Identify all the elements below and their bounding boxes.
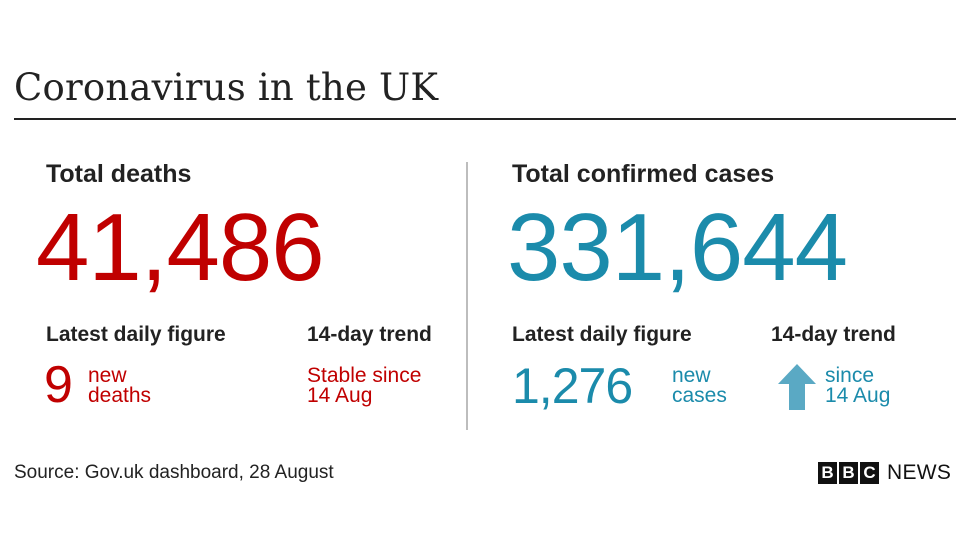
panel-divider [466, 162, 468, 430]
deaths-latest-unit: new deaths [88, 364, 152, 407]
deaths-latest-value: 9 [44, 356, 73, 414]
cases-trend-label: 14-day trend [771, 323, 896, 346]
cases-latest-unit-line1: new [672, 364, 711, 387]
deaths-latest-unit-line1: new [88, 364, 127, 387]
deaths-trend-line2: 14 Aug [307, 384, 373, 407]
deaths-trend-label: 14-day trend [307, 323, 432, 346]
total-deaths-value: 41,486 [36, 194, 325, 301]
arrow-up-icon [778, 364, 816, 410]
deaths-latest-label: Latest daily figure [46, 323, 226, 346]
bbc-logo-letter-b2: B [839, 462, 858, 484]
cases-latest-label: Latest daily figure [512, 323, 692, 346]
graphic-title: Coronavirus in the UK [14, 66, 439, 109]
bbc-logo-letter-b1: B [818, 462, 837, 484]
total-cases-value: 331,644 [507, 194, 848, 301]
bbc-news-logo: B B C NEWS [818, 461, 951, 485]
deaths-latest-unit-line2: deaths [88, 384, 152, 407]
deaths-trend-line1: Stable since [307, 364, 422, 387]
cases-label: Total confirmed cases [512, 160, 775, 188]
bbc-news-wordmark: NEWS [887, 461, 952, 484]
bbc-logo-letter-c: C [860, 462, 879, 484]
cases-trend-line2: 14 Aug [825, 384, 891, 407]
cases-latest-unit-line2: cases [672, 384, 727, 407]
cases-trend-line1: since [825, 364, 875, 387]
source-note: Source: Gov.uk dashboard, 28 August [14, 462, 334, 483]
cases-latest-unit: new cases [672, 364, 727, 407]
deaths-label: Total deaths [46, 160, 192, 188]
cases-latest-value: 1,276 [512, 358, 633, 414]
title-rule [14, 118, 956, 120]
deaths-trend-text: Stable since 14 Aug [307, 364, 422, 407]
cases-trend-text: since 14 Aug [825, 364, 891, 407]
